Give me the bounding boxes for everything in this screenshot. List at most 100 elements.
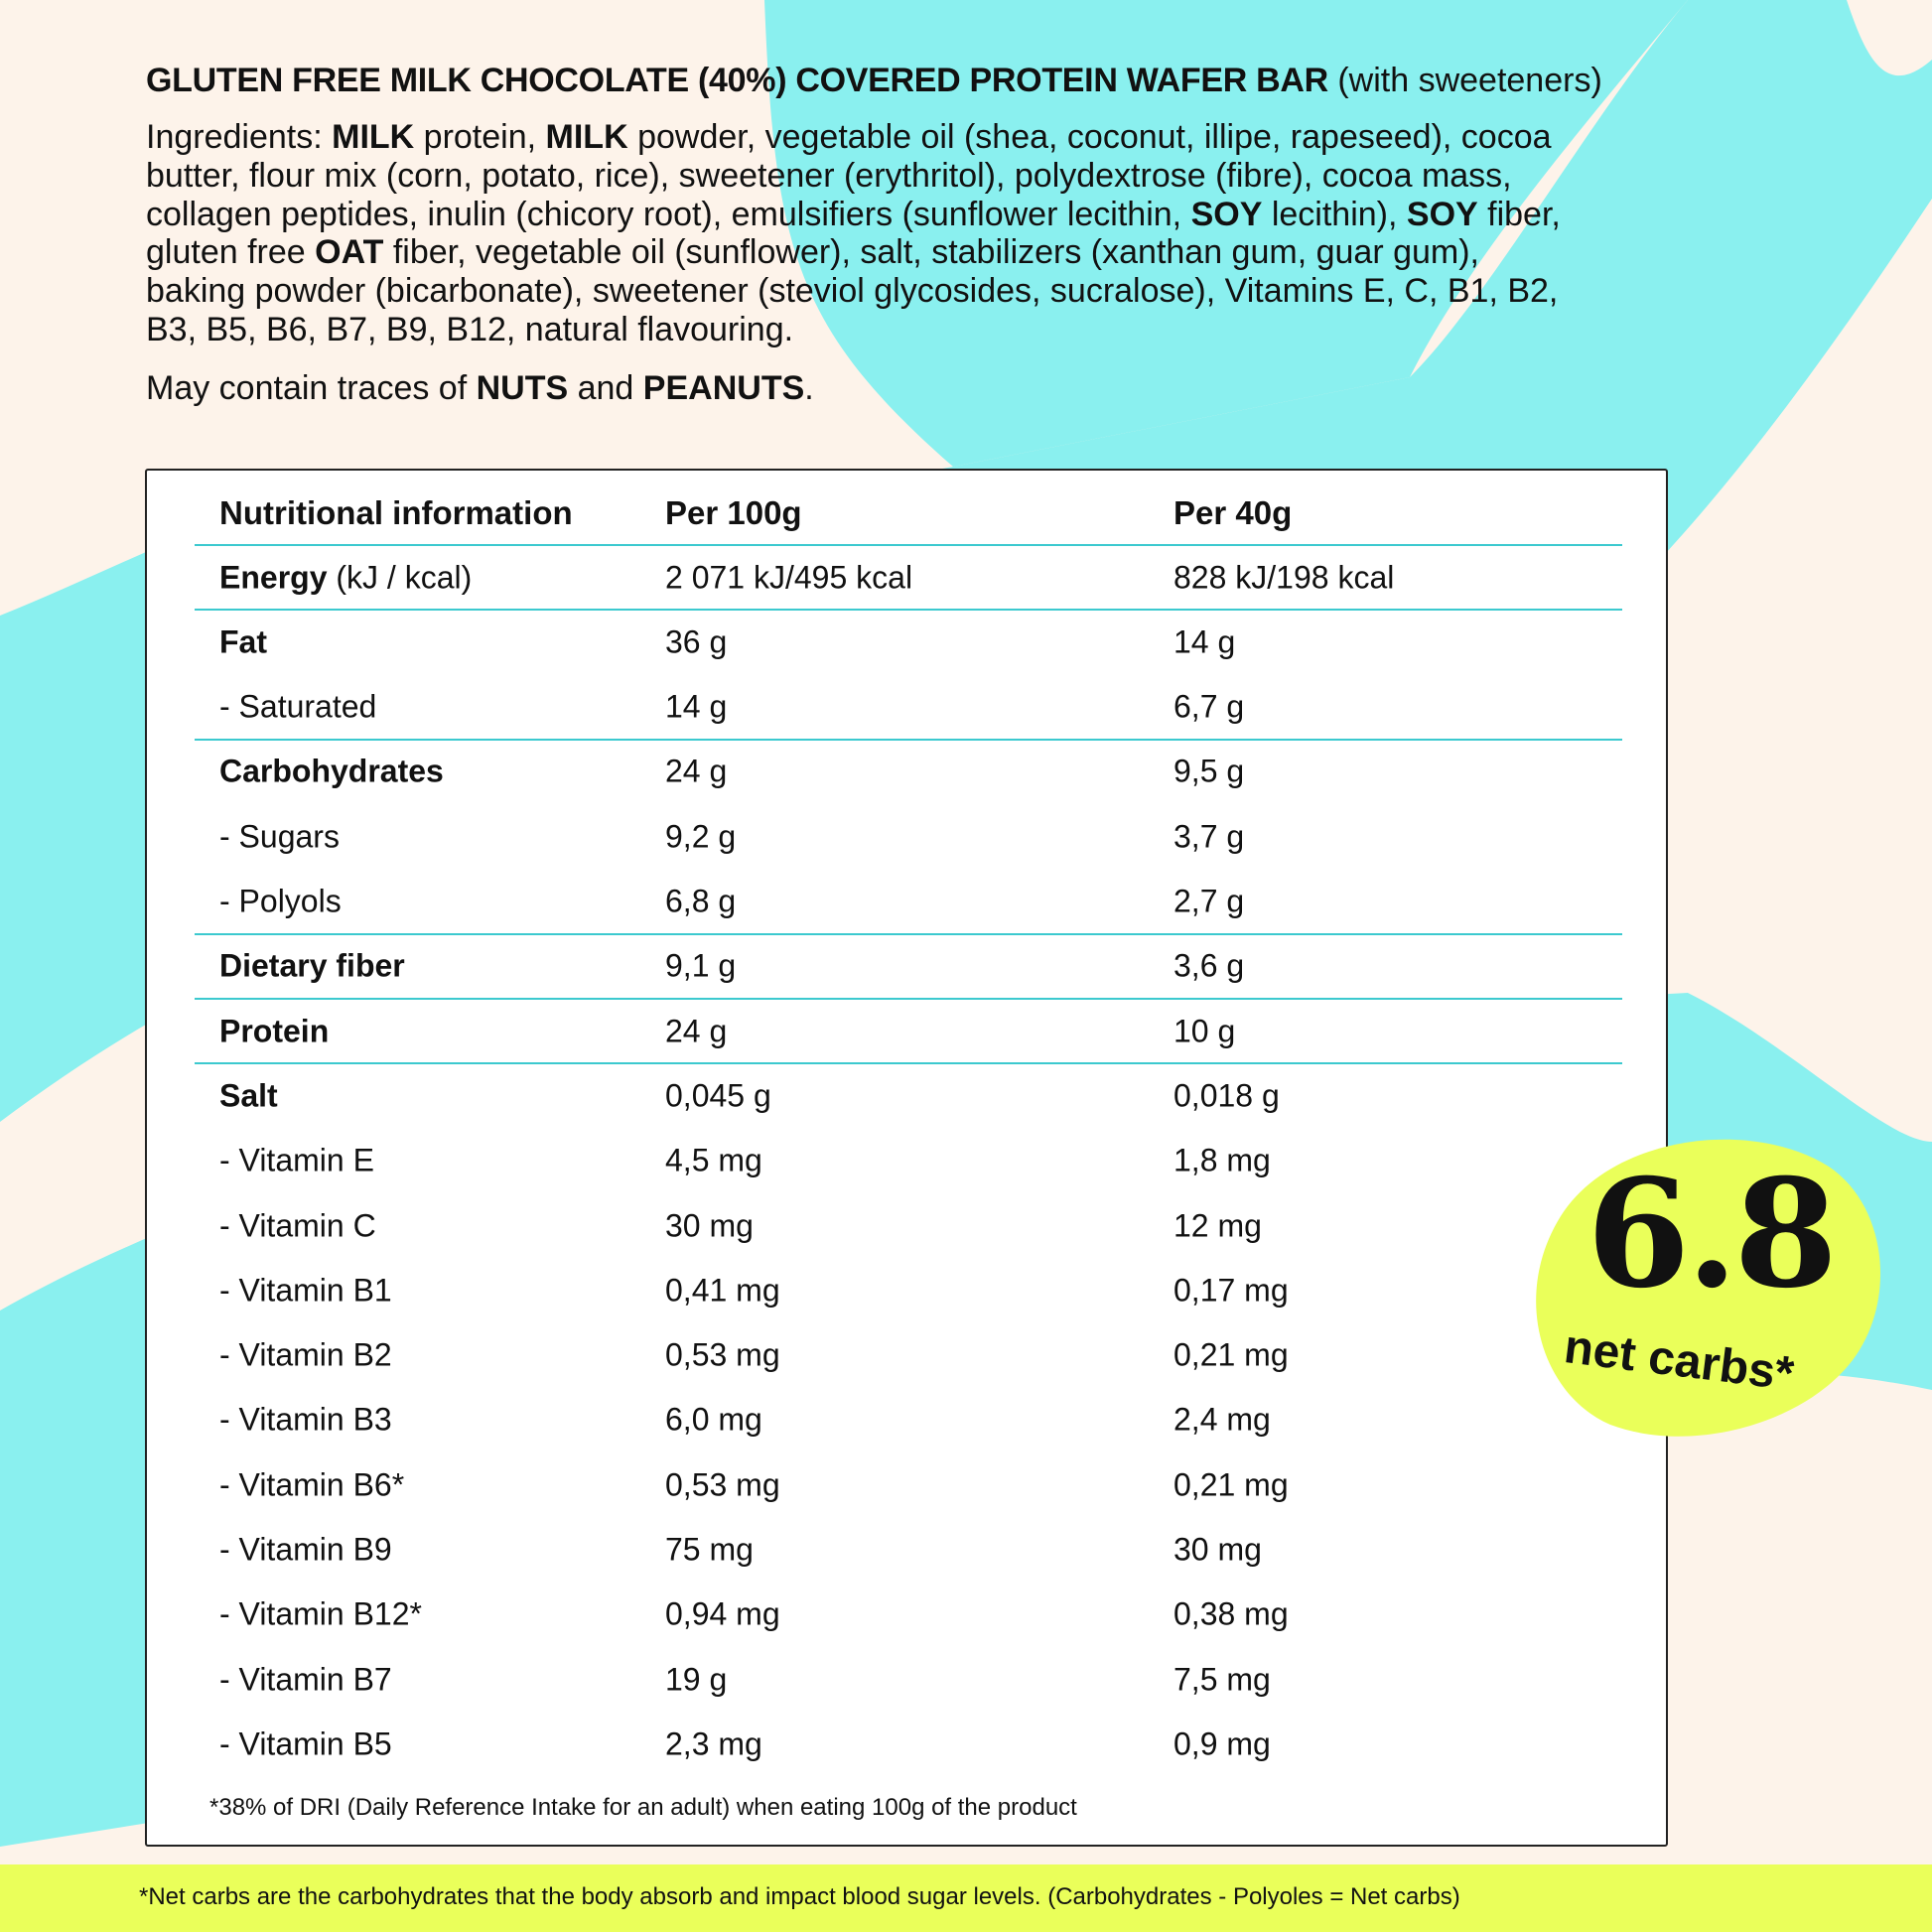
value-per-40g: 2,4 mg xyxy=(1173,1401,1271,1438)
allergen: SOY xyxy=(1190,195,1263,233)
nutrient-label: Carbohydrates xyxy=(219,754,444,790)
allergen: MILK xyxy=(545,118,628,156)
nutrient-label: - Polyols xyxy=(219,884,342,920)
nutrient-name: Dietary fiber xyxy=(219,947,405,984)
ingredients-line: baking powder (bicarbonate), sweetener (… xyxy=(146,272,1561,311)
value-per-100g: 0,41 mg xyxy=(665,1272,780,1309)
nutrient-name: - Vitamin B6* xyxy=(219,1466,405,1503)
table-row: - Polyols 6,8 g 2,7 g xyxy=(195,870,1485,934)
value-per-100g: 9,1 g xyxy=(665,947,737,984)
nutrient-name: Energy xyxy=(219,559,328,595)
ingredient-text: butter, flour mix (corn, potato, rice), … xyxy=(146,156,1512,195)
value-per-40g: 14 g xyxy=(1173,623,1236,660)
nutrient-label: Protein xyxy=(219,1013,329,1049)
value-per-40g: 0,9 mg xyxy=(1173,1725,1271,1762)
nutrient-label: - Vitamin E xyxy=(219,1143,374,1179)
dri-footnote: *38% of DRI (Daily Reference Intake for … xyxy=(209,1794,1077,1821)
value-per-100g: 0,045 g xyxy=(665,1077,771,1114)
table-row: Carbohydrates 24 g 9,5 g xyxy=(195,740,1485,804)
nutrient-label: - Vitamin B9 xyxy=(219,1532,392,1569)
value-per-100g: 6,0 mg xyxy=(665,1401,762,1438)
nutrient-label: - Vitamin B5 xyxy=(219,1725,392,1762)
header-nutritional-information: Nutritional information xyxy=(219,493,573,531)
nutrient-label: - Sugars xyxy=(219,818,340,855)
nutrient-name: - Vitamin C xyxy=(219,1207,376,1243)
ingredient-text: Ingredients: xyxy=(146,118,333,156)
allergen: NUTS xyxy=(476,369,569,407)
allergen: MILK xyxy=(332,118,415,156)
value-per-40g: 0,21 mg xyxy=(1173,1466,1289,1503)
value-per-40g: 30 mg xyxy=(1173,1531,1262,1568)
net-carbs-note-band: *Net carbs are the carbohydrates that th… xyxy=(0,1864,1932,1932)
ingredients-line: Ingredients: MILK protein, MILK powder, … xyxy=(146,118,1561,157)
value-per-40g: 7,5 mg xyxy=(1173,1661,1271,1698)
value-per-100g: 14 g xyxy=(665,688,728,725)
value-per-100g: 75 mg xyxy=(665,1531,754,1568)
ingredient-text: powder, vegetable oil (shea, coconut, il… xyxy=(627,118,1552,156)
row-divider xyxy=(195,738,1622,741)
allergen: OAT xyxy=(315,233,384,272)
ingredients-line: butter, flour mix (corn, potato, rice), … xyxy=(146,157,1561,196)
nutrient-label: Dietary fiber xyxy=(219,948,405,985)
value-per-100g: 6,8 g xyxy=(665,883,737,919)
table-row: - Sugars 9,2 g 3,7 g xyxy=(195,804,1485,869)
ingredients-line: collagen peptides, inulin (chicory root)… xyxy=(146,196,1561,234)
net-carbs-badge xyxy=(1536,1139,1881,1437)
table-row: Dietary fiber 9,1 g 3,6 g xyxy=(195,934,1485,999)
ingredient-text: protein, xyxy=(414,118,546,156)
nutrient-label: - Vitamin B3 xyxy=(219,1402,392,1439)
value-per-100g: 30 mg xyxy=(665,1207,754,1243)
nutrient-name: Protein xyxy=(219,1013,330,1049)
value-per-40g: 12 mg xyxy=(1173,1207,1262,1243)
header-per-100g: Per 100g xyxy=(665,493,802,531)
nutrient-label: Energy (kJ / kcal) xyxy=(219,559,472,596)
nutrient-name: Salt xyxy=(219,1077,278,1114)
value-per-40g: 10 g xyxy=(1173,1013,1236,1049)
value-per-40g: 9,5 g xyxy=(1173,753,1245,789)
value-per-100g: 9,2 g xyxy=(665,818,737,855)
ingredients-line: gluten free OAT fiber, vegetable oil (su… xyxy=(146,233,1561,272)
value-per-40g: 3,7 g xyxy=(1173,818,1245,855)
nutrient-name: - Vitamin B2 xyxy=(219,1336,392,1373)
row-divider xyxy=(195,932,1622,935)
nutrient-name: - Vitamin E xyxy=(219,1142,374,1178)
traces-text: May contain traces of xyxy=(146,369,477,407)
nutrient-label: - Saturated xyxy=(219,689,376,726)
value-per-100g: 24 g xyxy=(665,1013,728,1049)
nutrient-label: - Vitamin B1 xyxy=(219,1272,392,1309)
table-row: - Vitamin C 30 mg 12 mg xyxy=(195,1193,1485,1258)
nutrient-name: - Saturated xyxy=(219,688,377,725)
table-row: - Vitamin B3 6,0 mg 2,4 mg xyxy=(195,1388,1485,1452)
nutrient-name: - Vitamin B7 xyxy=(219,1661,392,1698)
nutrient-label: - Vitamin B12* xyxy=(219,1596,422,1633)
nutrient-label: Salt xyxy=(219,1077,278,1114)
allergen-traces: May contain traces of NUTS and PEANUTS. xyxy=(146,369,814,408)
allergen: SOY xyxy=(1406,195,1478,233)
nutrient-name: - Sugars xyxy=(219,818,340,855)
table-row: Protein 24 g 10 g xyxy=(195,999,1485,1063)
ingredient-text: fiber, xyxy=(1477,195,1561,233)
net-carbs-value: 6.8 xyxy=(1587,1147,1838,1321)
header-per-40g: Per 40g xyxy=(1173,493,1293,531)
ingredients-line: B3, B5, B6, B7, B9, B12, natural flavour… xyxy=(146,311,1561,349)
value-per-100g: 2,3 mg xyxy=(665,1725,762,1762)
table-row: - Saturated 14 g 6,7 g xyxy=(195,675,1485,740)
traces-text: and xyxy=(568,369,643,407)
allergen: PEANUTS xyxy=(642,369,805,407)
table-row: - Vitamin E 4,5 mg 1,8 mg xyxy=(195,1129,1485,1193)
ingredient-text: fiber, vegetable oil (sunflower), salt, … xyxy=(383,233,1479,272)
nutrient-unit: (kJ / kcal) xyxy=(327,559,473,595)
nutrient-name: - Vitamin B5 xyxy=(219,1725,392,1762)
table-header: Nutritional information Per 100g Per 40g xyxy=(195,481,1485,545)
value-per-100g: 0,53 mg xyxy=(665,1466,780,1503)
value-per-40g: 0,21 mg xyxy=(1173,1336,1289,1373)
product-title: GLUTEN FREE MILK CHOCOLATE (40%) COVERED… xyxy=(146,62,1602,100)
ingredient-text: B3, B5, B6, B7, B9, B12, natural flavour… xyxy=(146,310,794,348)
ingredient-text: lecithin), xyxy=(1262,195,1407,233)
nutrient-label: - Vitamin C xyxy=(219,1207,376,1244)
nutrient-name: - Vitamin B3 xyxy=(219,1401,392,1438)
net-carbs-note: *Net carbs are the carbohydrates that th… xyxy=(139,1883,1460,1910)
table-row: - Vitamin B2 0,53 mg 0,21 mg xyxy=(195,1323,1485,1388)
ingredient-text: baking powder (bicarbonate), sweetener (… xyxy=(146,272,1559,311)
row-divider xyxy=(195,609,1622,612)
